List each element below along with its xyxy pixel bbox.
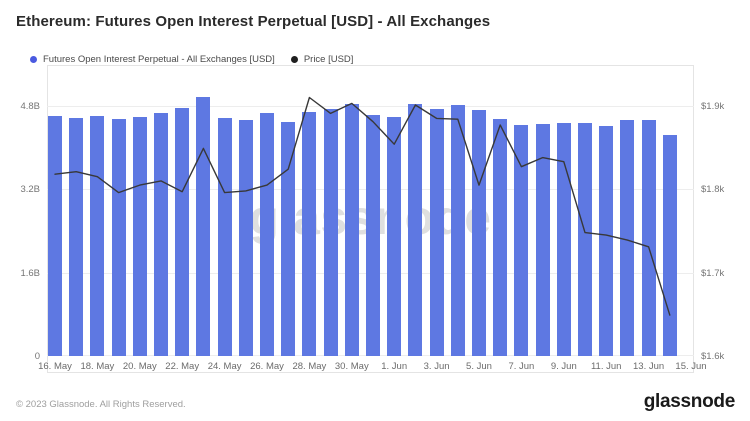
open-interest-bar <box>641 119 656 356</box>
x-axis-label: 26. May <box>250 361 284 372</box>
open-interest-bar <box>429 109 444 356</box>
open-interest-bar <box>514 125 529 356</box>
y-axis-label-left: 4.8B <box>20 101 40 113</box>
price-line <box>54 96 671 316</box>
x-axis-label: 24. May <box>207 361 242 372</box>
legend-item-label: Futures Open Interest Perpetual - All Ex… <box>43 53 275 65</box>
x-axis-label: 15. Jun <box>675 361 707 372</box>
y-axis-label-right: $1.8k <box>701 184 725 196</box>
legend-dot-icon <box>290 55 298 63</box>
x-axis-label: 9. Jun <box>550 361 577 372</box>
open-interest-bar <box>472 110 486 356</box>
x-axis-label: 13. Jun <box>633 361 665 372</box>
legend-item[interactable]: Price [USD] <box>290 53 354 65</box>
open-interest-bar <box>556 122 571 356</box>
open-interest-bar <box>578 123 592 356</box>
open-interest-bar <box>154 113 168 356</box>
x-axis-label: 18. May <box>80 361 115 372</box>
legend-dot-icon <box>30 55 37 63</box>
open-interest-bar <box>387 116 402 356</box>
x-axis-label: 16. May <box>38 361 72 372</box>
y-axis-label-left: 1.6B <box>20 267 40 279</box>
open-interest-bar <box>599 125 614 356</box>
x-axis-label: 7. Jun <box>508 361 535 372</box>
x-axis-label: 3. Jun <box>423 361 450 372</box>
open-interest-bar <box>260 113 274 356</box>
open-interest-bar <box>69 117 84 356</box>
x-axis-label: 5. Jun <box>466 361 492 372</box>
x-axis-label: 1. Jun <box>381 361 408 372</box>
open-interest-bar <box>366 114 380 356</box>
gridline <box>47 106 694 107</box>
open-interest-bar <box>344 103 359 356</box>
legend-item[interactable]: Futures Open Interest Perpetual - All Ex… <box>30 54 275 65</box>
open-interest-bar <box>132 116 147 356</box>
open-interest-bar <box>217 117 232 356</box>
x-axis-label: 22. May <box>165 361 200 372</box>
open-interest-bar <box>535 124 550 356</box>
plot-area: glassnode <box>47 65 694 356</box>
open-interest-bar <box>620 120 635 356</box>
glassnode-logo: glassnode <box>643 391 736 412</box>
x-axis-label: 28. May <box>292 361 327 372</box>
open-interest-bar <box>48 115 62 356</box>
open-interest-bar <box>196 96 211 356</box>
y-axis-label-right: $1.9k <box>701 100 725 112</box>
open-interest-bar <box>408 104 423 356</box>
legend-item-label: Price [USD] <box>303 53 354 65</box>
y-axis-label-left: 3.2B <box>20 184 40 196</box>
y-axis-label-left: 0 <box>34 351 40 362</box>
page-title: Ethereum: Futures Open Interest Perpetua… <box>16 13 491 30</box>
open-interest-bar <box>450 105 465 356</box>
open-interest-bar <box>662 135 677 356</box>
open-interest-bar <box>493 119 508 356</box>
open-interest-bar <box>281 121 296 356</box>
legend: Futures Open Interest Perpetual - All Ex… <box>30 51 353 67</box>
y-axis-label-right: $1.6k <box>701 351 725 362</box>
open-interest-bar <box>111 119 126 356</box>
copyright-text: © 2023 Glassnode. All Rights Reserved. <box>16 399 186 410</box>
open-interest-bar <box>302 111 317 356</box>
open-interest-bar <box>238 120 253 356</box>
x-axis-label: 11. Jun <box>590 361 622 372</box>
x-axis-label: 30. May <box>334 361 369 372</box>
x-axis: 16. May 18. May 20. May 22. May 24. May 26. M… <box>38 361 706 373</box>
open-interest-bar <box>323 109 338 356</box>
x-axis-label: 20. May <box>122 361 157 372</box>
open-interest-bar <box>175 107 190 356</box>
y-axis-label-right: $1.7k <box>701 267 725 279</box>
